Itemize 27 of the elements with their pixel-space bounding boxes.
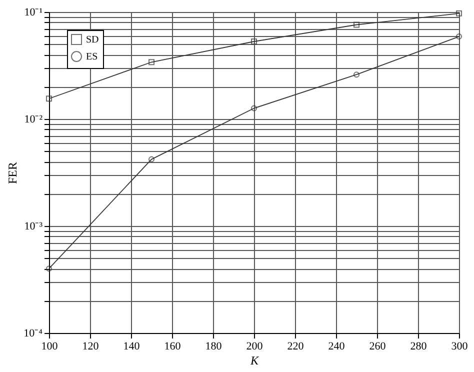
legend-label: SD <box>86 34 99 46</box>
point <box>354 22 360 28</box>
y-tick-label: 10⁻² <box>24 114 44 126</box>
point <box>251 38 257 44</box>
x-tick-label: 300 <box>451 340 468 352</box>
legend-label: ES <box>86 52 98 62</box>
x-tick-label: 120 <box>82 340 100 352</box>
x-tick-label: 140 <box>123 340 140 352</box>
y-tick-label: 10⁻¹ <box>24 6 42 18</box>
point <box>148 156 154 162</box>
y-axis-title: FER <box>6 162 20 184</box>
x-axis-title: K <box>249 354 260 368</box>
y-tick-label: 10⁻⁴ <box>24 328 43 340</box>
x-tick-label: 160 <box>164 340 182 352</box>
x-tick-label: 200 <box>246 340 264 352</box>
y-tick-label: 10⁻³ <box>24 220 44 232</box>
x-tick-label: 240 <box>328 340 346 352</box>
x-tick-label: 260 <box>369 340 386 352</box>
point <box>456 10 462 16</box>
x-tick-label: 280 <box>410 340 428 352</box>
x-tick-label: 220 <box>287 340 304 352</box>
x-tick-label: 100 <box>41 340 58 352</box>
x-tick-label: 180 <box>205 340 222 352</box>
point <box>354 72 360 78</box>
point <box>148 59 154 66</box>
point <box>46 96 52 102</box>
point <box>251 105 257 112</box>
